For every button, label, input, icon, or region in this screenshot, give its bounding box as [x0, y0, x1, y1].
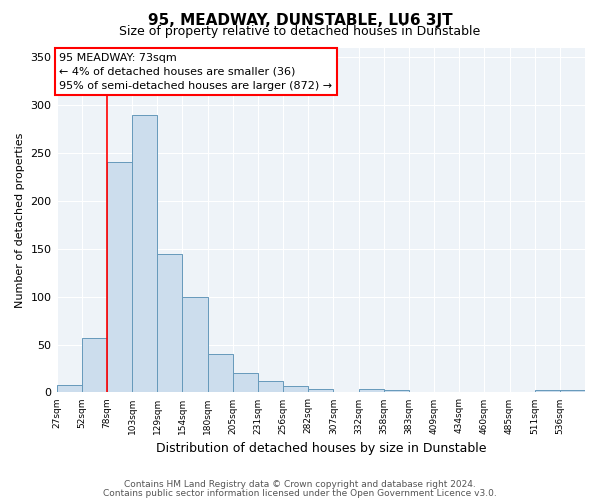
Bar — [182, 296, 208, 392]
Bar — [560, 390, 585, 392]
Bar — [359, 388, 383, 392]
Bar — [157, 254, 182, 392]
Bar — [258, 381, 283, 392]
Bar — [233, 374, 258, 392]
Bar — [308, 388, 334, 392]
Text: 95, MEADWAY, DUNSTABLE, LU6 3JT: 95, MEADWAY, DUNSTABLE, LU6 3JT — [148, 12, 452, 28]
Bar — [208, 354, 233, 393]
Text: Contains public sector information licensed under the Open Government Licence v3: Contains public sector information licen… — [103, 489, 497, 498]
Bar — [56, 385, 82, 392]
Text: Size of property relative to detached houses in Dunstable: Size of property relative to detached ho… — [119, 25, 481, 38]
X-axis label: Distribution of detached houses by size in Dunstable: Distribution of detached houses by size … — [155, 442, 486, 455]
Y-axis label: Number of detached properties: Number of detached properties — [15, 132, 25, 308]
Bar — [383, 390, 409, 392]
Bar — [107, 162, 132, 392]
Text: 95 MEADWAY: 73sqm
← 4% of detached houses are smaller (36)
95% of semi-detached : 95 MEADWAY: 73sqm ← 4% of detached house… — [59, 52, 332, 90]
Bar — [535, 390, 560, 392]
Bar — [132, 114, 157, 392]
Text: Contains HM Land Registry data © Crown copyright and database right 2024.: Contains HM Land Registry data © Crown c… — [124, 480, 476, 489]
Bar — [283, 386, 308, 392]
Bar — [82, 338, 107, 392]
